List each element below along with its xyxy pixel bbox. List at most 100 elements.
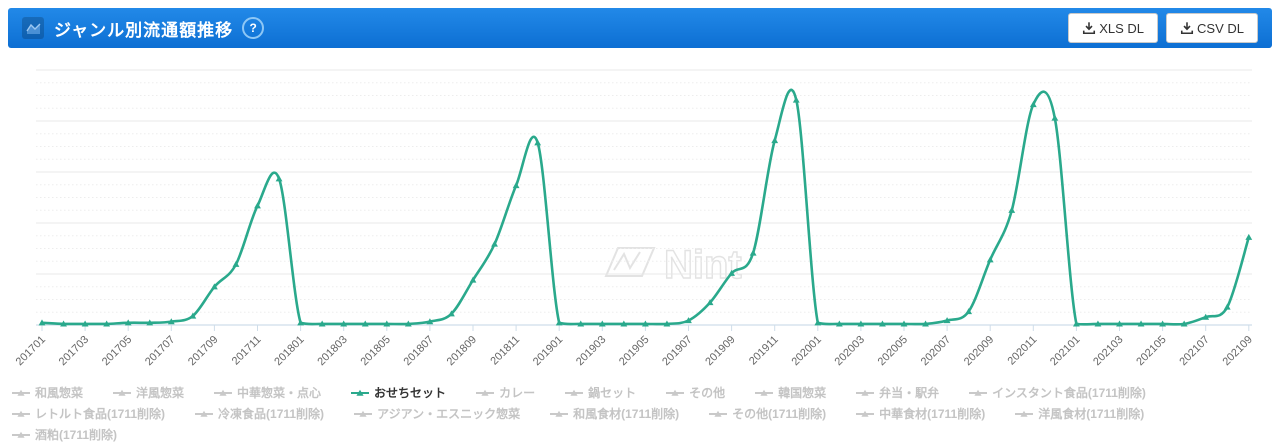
legend-label: インスタント食品(1711削除) xyxy=(992,386,1146,400)
x-axis-tick-label: 201701 xyxy=(14,334,48,368)
x-axis-tick-label: 201909 xyxy=(703,334,737,368)
x-axis-tick-label: 202011 xyxy=(1006,334,1040,368)
widget-header: ジャンル別流通額推移 ? XLS DL CSV DL xyxy=(8,8,1272,48)
data-point-marker xyxy=(124,319,132,326)
data-point-marker xyxy=(469,276,477,283)
legend-marker-icon xyxy=(1015,410,1034,417)
data-point-marker xyxy=(728,269,735,276)
x-axis-tick-label: 201807 xyxy=(402,334,436,368)
legend-item-9[interactable]: インスタント食品(1711削除) xyxy=(969,383,1146,403)
x-axis-tick-label: 201811 xyxy=(488,334,522,368)
data-point-marker xyxy=(598,320,606,327)
help-icon[interactable]: ? xyxy=(242,17,265,39)
data-point-marker xyxy=(1051,114,1059,121)
legend-label: 洋風惣菜 xyxy=(136,386,185,400)
legend-marker-icon xyxy=(666,389,685,396)
x-axis-tick-label: 201707 xyxy=(143,334,177,368)
legend-item-5[interactable]: 鍋セット xyxy=(565,383,636,403)
data-point-marker xyxy=(749,249,757,256)
data-point-marker xyxy=(620,320,628,327)
data-point-marker xyxy=(965,308,973,315)
xls-download-button[interactable]: XLS DL xyxy=(1068,13,1159,43)
data-point-marker xyxy=(1180,320,1188,327)
x-axis-tick-label: 201801 xyxy=(272,334,306,368)
data-point-marker xyxy=(879,320,886,327)
legend-label: 中華食材(1711削除) xyxy=(879,407,986,421)
data-point-marker xyxy=(857,320,865,327)
download-icon xyxy=(1180,22,1194,35)
data-point-marker xyxy=(771,137,779,144)
x-axis-tick-label: 201803 xyxy=(315,334,349,368)
legend-marker-icon xyxy=(12,431,30,438)
legend-item-10[interactable]: レトルト食品(1711削除) xyxy=(12,404,165,424)
data-point-marker xyxy=(1029,101,1037,108)
data-point-marker xyxy=(1159,320,1166,327)
x-axis-tick-label: 202107 xyxy=(1177,334,1211,368)
legend-item-8[interactable]: 弁当・駅弁 xyxy=(856,383,939,403)
data-point-marker xyxy=(1137,320,1145,327)
legend-marker-icon xyxy=(565,389,584,396)
legend-label: その他(1711削除) xyxy=(732,407,827,421)
data-point-marker xyxy=(38,319,46,326)
data-point-marker xyxy=(146,319,154,326)
data-point-marker xyxy=(167,318,175,325)
data-point-marker xyxy=(448,310,455,317)
data-point-marker xyxy=(383,320,391,327)
legend-label: 和風惣菜 xyxy=(35,386,84,400)
legend-label: レトルト食品(1711削除) xyxy=(35,407,166,421)
x-axis-tick-label: 201907 xyxy=(660,334,694,368)
series-line-osechi-set xyxy=(40,88,1251,326)
data-point-marker xyxy=(275,175,283,182)
x-axis-tick-label: 201805 xyxy=(358,334,392,368)
data-point-marker xyxy=(642,320,649,327)
x-axis-tick-label: 201905 xyxy=(617,334,651,368)
legend-marker-icon xyxy=(12,410,30,417)
data-point-marker xyxy=(1245,233,1253,240)
data-point-marker xyxy=(361,320,369,327)
x-axis-tick-label: 202105 xyxy=(1134,334,1168,368)
x-axis-tick-label: 201911 xyxy=(747,334,781,368)
legend-item-14[interactable]: その他(1711削除) xyxy=(709,404,826,424)
legend-marker-icon xyxy=(969,389,988,396)
data-point-marker xyxy=(555,319,563,326)
legend-label: 冷凍食品(1711削除) xyxy=(218,407,325,421)
data-point-marker xyxy=(900,320,908,327)
legend-marker-icon xyxy=(755,389,774,396)
legend-label: 酒粕(1711削除) xyxy=(35,428,118,442)
x-axis-tick-label: 201903 xyxy=(574,334,608,368)
x-axis-tick-label: 202001 xyxy=(789,334,823,368)
legend-item-2[interactable]: 中華惣菜・点心 xyxy=(214,383,321,403)
data-point-marker xyxy=(1073,320,1080,327)
legend-item-12[interactable]: アジアン・エスニック惣菜 xyxy=(354,404,520,424)
legend-item-15[interactable]: 中華食材(1711削除) xyxy=(856,404,985,424)
data-point-marker xyxy=(318,320,326,327)
legend-item-13[interactable]: 和風食材(1711削除) xyxy=(550,404,679,424)
legend-item-7[interactable]: 韓国惣菜 xyxy=(755,383,826,403)
legend-item-6[interactable]: その他 xyxy=(666,383,725,403)
data-point-marker xyxy=(512,182,520,189)
x-axis-tick-label: 201703 xyxy=(57,334,91,368)
csv-download-button[interactable]: CSV DL xyxy=(1166,13,1258,43)
data-point-marker xyxy=(1116,320,1123,327)
legend-item-1[interactable]: 洋風惣菜 xyxy=(113,383,184,403)
data-point-marker xyxy=(340,320,348,327)
trend-line-chart: 201701 201703 201705 201707 201709 201711 2018… xyxy=(14,69,1255,368)
legend-item-4[interactable]: カレー xyxy=(476,383,535,403)
legend-label: 鍋セット xyxy=(588,386,637,400)
legend-marker-icon xyxy=(709,410,728,417)
legend-item-3[interactable]: おせちセット xyxy=(351,383,446,403)
legend-label: カレー xyxy=(499,386,536,400)
data-point-marker xyxy=(792,96,800,103)
legend-item-17[interactable]: 酒粕(1711削除) xyxy=(12,425,117,445)
legend-item-16[interactable]: 洋風食材(1711削除) xyxy=(1015,404,1144,424)
x-axis-tick-label: 201709 xyxy=(186,334,220,368)
legend-item-11[interactable]: 冷凍食品(1711削除) xyxy=(195,404,324,424)
data-point-marker xyxy=(577,320,585,327)
legend-label: 和風食材(1711削除) xyxy=(573,407,680,421)
legend-label: 中華惣菜・点心 xyxy=(237,386,322,400)
legend-item-0[interactable]: 和風惣菜 xyxy=(12,383,83,403)
legend-label: 洋風食材(1711削除) xyxy=(1038,407,1145,421)
data-point-marker xyxy=(81,320,89,327)
x-axis-tick-label: 202109 xyxy=(1220,334,1254,368)
